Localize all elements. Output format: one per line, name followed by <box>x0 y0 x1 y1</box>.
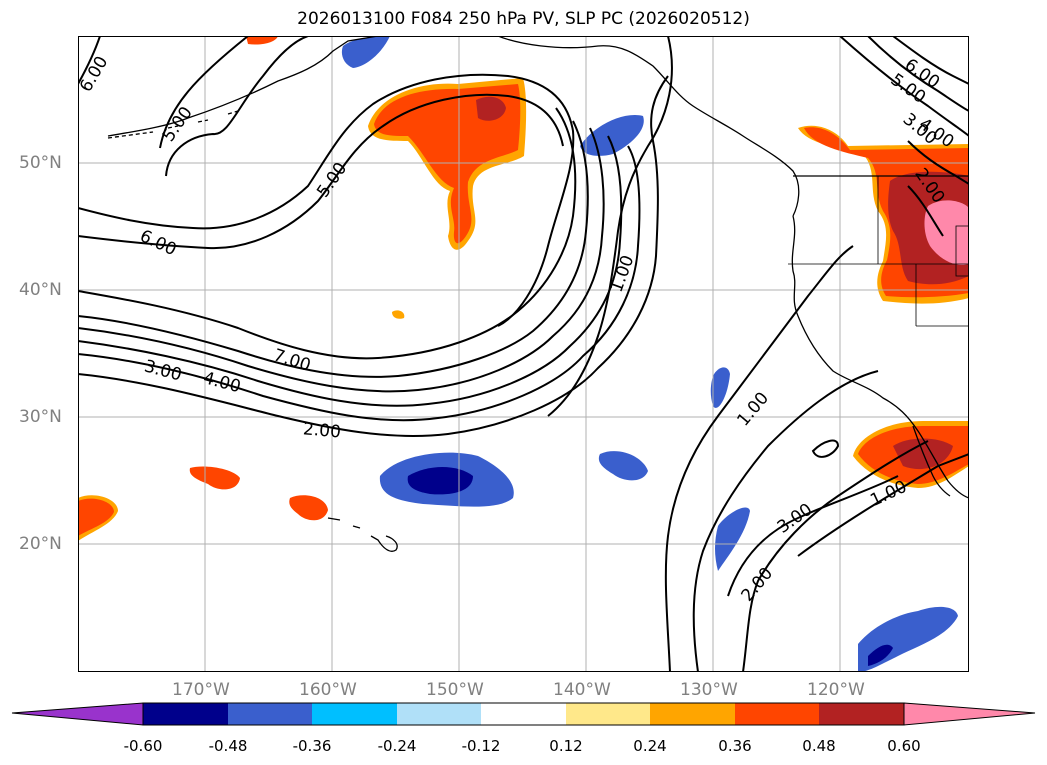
lat-label: 40°N <box>19 280 62 300</box>
contour-ne-3 <box>892 35 970 85</box>
pv-neg-north <box>341 36 390 68</box>
alaska-coast <box>107 35 800 217</box>
contour-3-south <box>727 475 899 597</box>
us-state-lines <box>788 176 970 327</box>
lat-label: 20°N <box>19 534 62 554</box>
pv-blob-162w <box>289 495 328 521</box>
map-frame <box>78 36 969 672</box>
contour-7c <box>77 127 605 393</box>
contour-ne-4 <box>907 140 970 185</box>
colorbar-frame <box>142 702 905 726</box>
contour-ne-1 <box>839 35 970 137</box>
colorbar-tick-label: 0.24 <box>633 737 667 755</box>
colorbar-tick-label: 0.60 <box>887 737 921 755</box>
contour-7b <box>77 120 589 378</box>
colorbar-tick-label: 0.12 <box>549 737 583 755</box>
colorbar-swatch <box>143 703 228 725</box>
colorbar-extend-low <box>11 702 144 726</box>
lon-label: 120°W <box>807 680 865 700</box>
contour-5-big <box>77 93 564 250</box>
contour-4-nw <box>159 35 249 149</box>
pv-neg-coast-1 <box>710 367 730 408</box>
aleutians <box>107 110 239 139</box>
contour-6-nw <box>77 35 101 85</box>
pv-blob-gulf-alaska-max <box>476 96 506 121</box>
colorbar-swatch <box>228 703 312 725</box>
contour-7 <box>77 107 577 360</box>
contours <box>77 35 970 673</box>
contour-small-loop <box>811 439 840 458</box>
lon-label: 150°W <box>426 680 484 700</box>
west-coast <box>791 215 970 499</box>
colorbar <box>11 702 1036 726</box>
pv-neg-140w <box>598 451 648 481</box>
pv-blob-ne-corner <box>246 36 278 45</box>
colorbar-tick-label: -0.36 <box>292 737 332 755</box>
coastlines <box>107 35 970 552</box>
pv-blob-gulf-alaska-core <box>374 84 521 244</box>
pv-neg-coast-2 <box>715 507 750 571</box>
contour-3-4 <box>77 135 623 407</box>
colorbar-tick-label: 0.36 <box>718 737 752 755</box>
colorbar-tick-label: -0.24 <box>377 737 417 755</box>
pv-negative-shading <box>341 36 958 672</box>
colorbar-tick-label: 0.48 <box>802 737 836 755</box>
colorbar-swatch <box>819 703 904 725</box>
pv-blob-170w <box>189 466 240 490</box>
contour-1-south <box>692 370 879 673</box>
lon-label: 140°W <box>553 680 611 700</box>
contour-ne-2 <box>867 35 970 112</box>
contour-5-ring <box>165 35 309 177</box>
colorbar-tick-label: -0.12 <box>461 737 501 755</box>
pv-blob-pacific-nw-peak <box>924 200 969 266</box>
lat-label: 30°N <box>19 407 62 427</box>
hawaii <box>327 517 398 552</box>
pv-blob-small <box>392 310 405 319</box>
pv-blob-west-edge-core <box>78 498 114 536</box>
colorbar-swatch <box>397 703 481 725</box>
colorbar-tick-label: -0.60 <box>123 737 163 755</box>
colorbar-extend-high <box>903 702 1036 726</box>
contour-1-coast <box>664 245 854 673</box>
figure-title: 2026013100 F084 250 hPa PV, SLP PC (2026… <box>297 9 750 29</box>
contour-1-main <box>547 35 673 417</box>
contour-2-south <box>742 440 929 673</box>
map-panel: 6.00 5.00 5.00 6.00 7.00 3.00 4.00 2.00 … <box>76 35 970 673</box>
contour-2 <box>77 75 669 437</box>
colorbar-swatch <box>650 703 735 725</box>
colorbar-swatch <box>481 703 566 725</box>
lon-label: 130°W <box>680 680 738 700</box>
baja <box>912 425 951 497</box>
contour-3 <box>77 145 641 422</box>
lon-label: 160°W <box>299 680 357 700</box>
contour-ne-5 <box>907 185 944 237</box>
colorbar-swatch <box>312 703 397 725</box>
pv-neg-south-core <box>868 644 893 666</box>
lat-label: 50°N <box>19 153 62 173</box>
pv-positive-shading <box>78 36 969 541</box>
colorbar-swatch <box>566 703 650 725</box>
colorbar-swatch <box>735 703 819 725</box>
contour-1-south-b <box>797 453 970 557</box>
contour-label: 2.00 <box>302 419 341 442</box>
lon-label: 170°W <box>172 680 230 700</box>
map-svg: 6.00 5.00 5.00 6.00 7.00 3.00 4.00 2.00 … <box>76 35 970 673</box>
contour-6-big <box>77 73 575 327</box>
colorbar-tick-label: -0.48 <box>208 737 248 755</box>
pv-neg-central-pacific-core <box>407 467 473 495</box>
